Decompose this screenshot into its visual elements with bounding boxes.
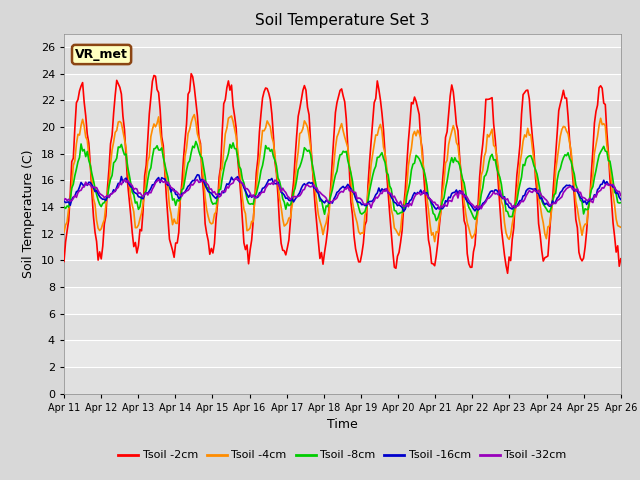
Tsoil -2cm bbox=[589, 147, 596, 153]
Bar bbox=[64, 127, 621, 154]
Tsoil -4cm bbox=[589, 172, 596, 178]
Bar bbox=[64, 47, 621, 73]
Tsoil -8cm bbox=[246, 201, 254, 207]
Bar bbox=[64, 313, 621, 340]
Tsoil -16cm bbox=[400, 208, 408, 214]
Tsoil -2cm bbox=[246, 247, 254, 253]
Bar bbox=[64, 260, 621, 287]
Tsoil -8cm bbox=[255, 177, 263, 183]
Tsoil -4cm bbox=[129, 203, 136, 208]
Text: VR_met: VR_met bbox=[75, 48, 128, 61]
Tsoil -4cm bbox=[617, 224, 625, 230]
Bar bbox=[64, 234, 621, 260]
Line: Tsoil -2cm: Tsoil -2cm bbox=[64, 73, 621, 273]
Tsoil -32cm bbox=[129, 183, 136, 189]
Tsoil -16cm bbox=[193, 172, 201, 178]
Line: Tsoil -16cm: Tsoil -16cm bbox=[64, 175, 621, 211]
Tsoil -32cm bbox=[589, 200, 596, 205]
Tsoil -32cm bbox=[255, 193, 263, 199]
Tsoil -2cm bbox=[504, 270, 511, 276]
Tsoil -32cm bbox=[617, 192, 625, 198]
Y-axis label: Soil Temperature (C): Soil Temperature (C) bbox=[22, 149, 35, 278]
Tsoil -32cm bbox=[226, 182, 234, 188]
Tsoil -32cm bbox=[435, 206, 443, 212]
Tsoil -4cm bbox=[60, 229, 68, 235]
Tsoil -2cm bbox=[188, 71, 195, 76]
Tsoil -2cm bbox=[305, 112, 313, 118]
Tsoil -32cm bbox=[60, 197, 68, 203]
Bar bbox=[64, 340, 621, 367]
Bar bbox=[64, 154, 621, 180]
Tsoil -2cm bbox=[228, 82, 236, 88]
Tsoil -4cm bbox=[191, 112, 198, 118]
Tsoil -8cm bbox=[589, 184, 596, 190]
Bar bbox=[64, 367, 621, 394]
Bar bbox=[64, 207, 621, 234]
Tsoil -8cm bbox=[129, 190, 136, 195]
Line: Tsoil -4cm: Tsoil -4cm bbox=[64, 115, 621, 241]
Tsoil -4cm bbox=[431, 239, 438, 244]
Tsoil -4cm bbox=[246, 225, 254, 231]
Tsoil -16cm bbox=[228, 174, 236, 180]
Tsoil -16cm bbox=[60, 198, 68, 204]
Tsoil -8cm bbox=[305, 147, 313, 153]
Line: Tsoil -32cm: Tsoil -32cm bbox=[64, 178, 621, 209]
Tsoil -4cm bbox=[305, 133, 313, 139]
Tsoil -16cm bbox=[589, 196, 596, 202]
Bar bbox=[64, 73, 621, 100]
Title: Soil Temperature Set 3: Soil Temperature Set 3 bbox=[255, 13, 429, 28]
Tsoil -16cm bbox=[617, 197, 625, 203]
X-axis label: Time: Time bbox=[327, 418, 358, 431]
Tsoil -4cm bbox=[255, 156, 263, 162]
Tsoil -2cm bbox=[129, 229, 136, 235]
Tsoil -8cm bbox=[433, 218, 440, 224]
Tsoil -32cm bbox=[246, 190, 254, 196]
Tsoil -2cm bbox=[617, 256, 625, 262]
Bar bbox=[64, 180, 621, 207]
Tsoil -16cm bbox=[246, 192, 254, 198]
Bar bbox=[64, 287, 621, 313]
Bar bbox=[64, 100, 621, 127]
Tsoil -16cm bbox=[305, 180, 313, 185]
Line: Tsoil -8cm: Tsoil -8cm bbox=[64, 142, 621, 221]
Tsoil -4cm bbox=[228, 113, 236, 119]
Legend: Tsoil -2cm, Tsoil -4cm, Tsoil -8cm, Tsoil -16cm, Tsoil -32cm: Tsoil -2cm, Tsoil -4cm, Tsoil -8cm, Tsoi… bbox=[114, 446, 571, 465]
Tsoil -16cm bbox=[129, 184, 136, 190]
Tsoil -32cm bbox=[305, 183, 313, 189]
Tsoil -8cm bbox=[228, 145, 236, 151]
Tsoil -8cm bbox=[617, 200, 625, 205]
Tsoil -16cm bbox=[255, 190, 263, 196]
Tsoil -8cm bbox=[192, 139, 200, 144]
Tsoil -2cm bbox=[60, 259, 68, 264]
Tsoil -8cm bbox=[60, 204, 68, 210]
Tsoil -2cm bbox=[255, 129, 263, 135]
Tsoil -32cm bbox=[232, 175, 240, 181]
